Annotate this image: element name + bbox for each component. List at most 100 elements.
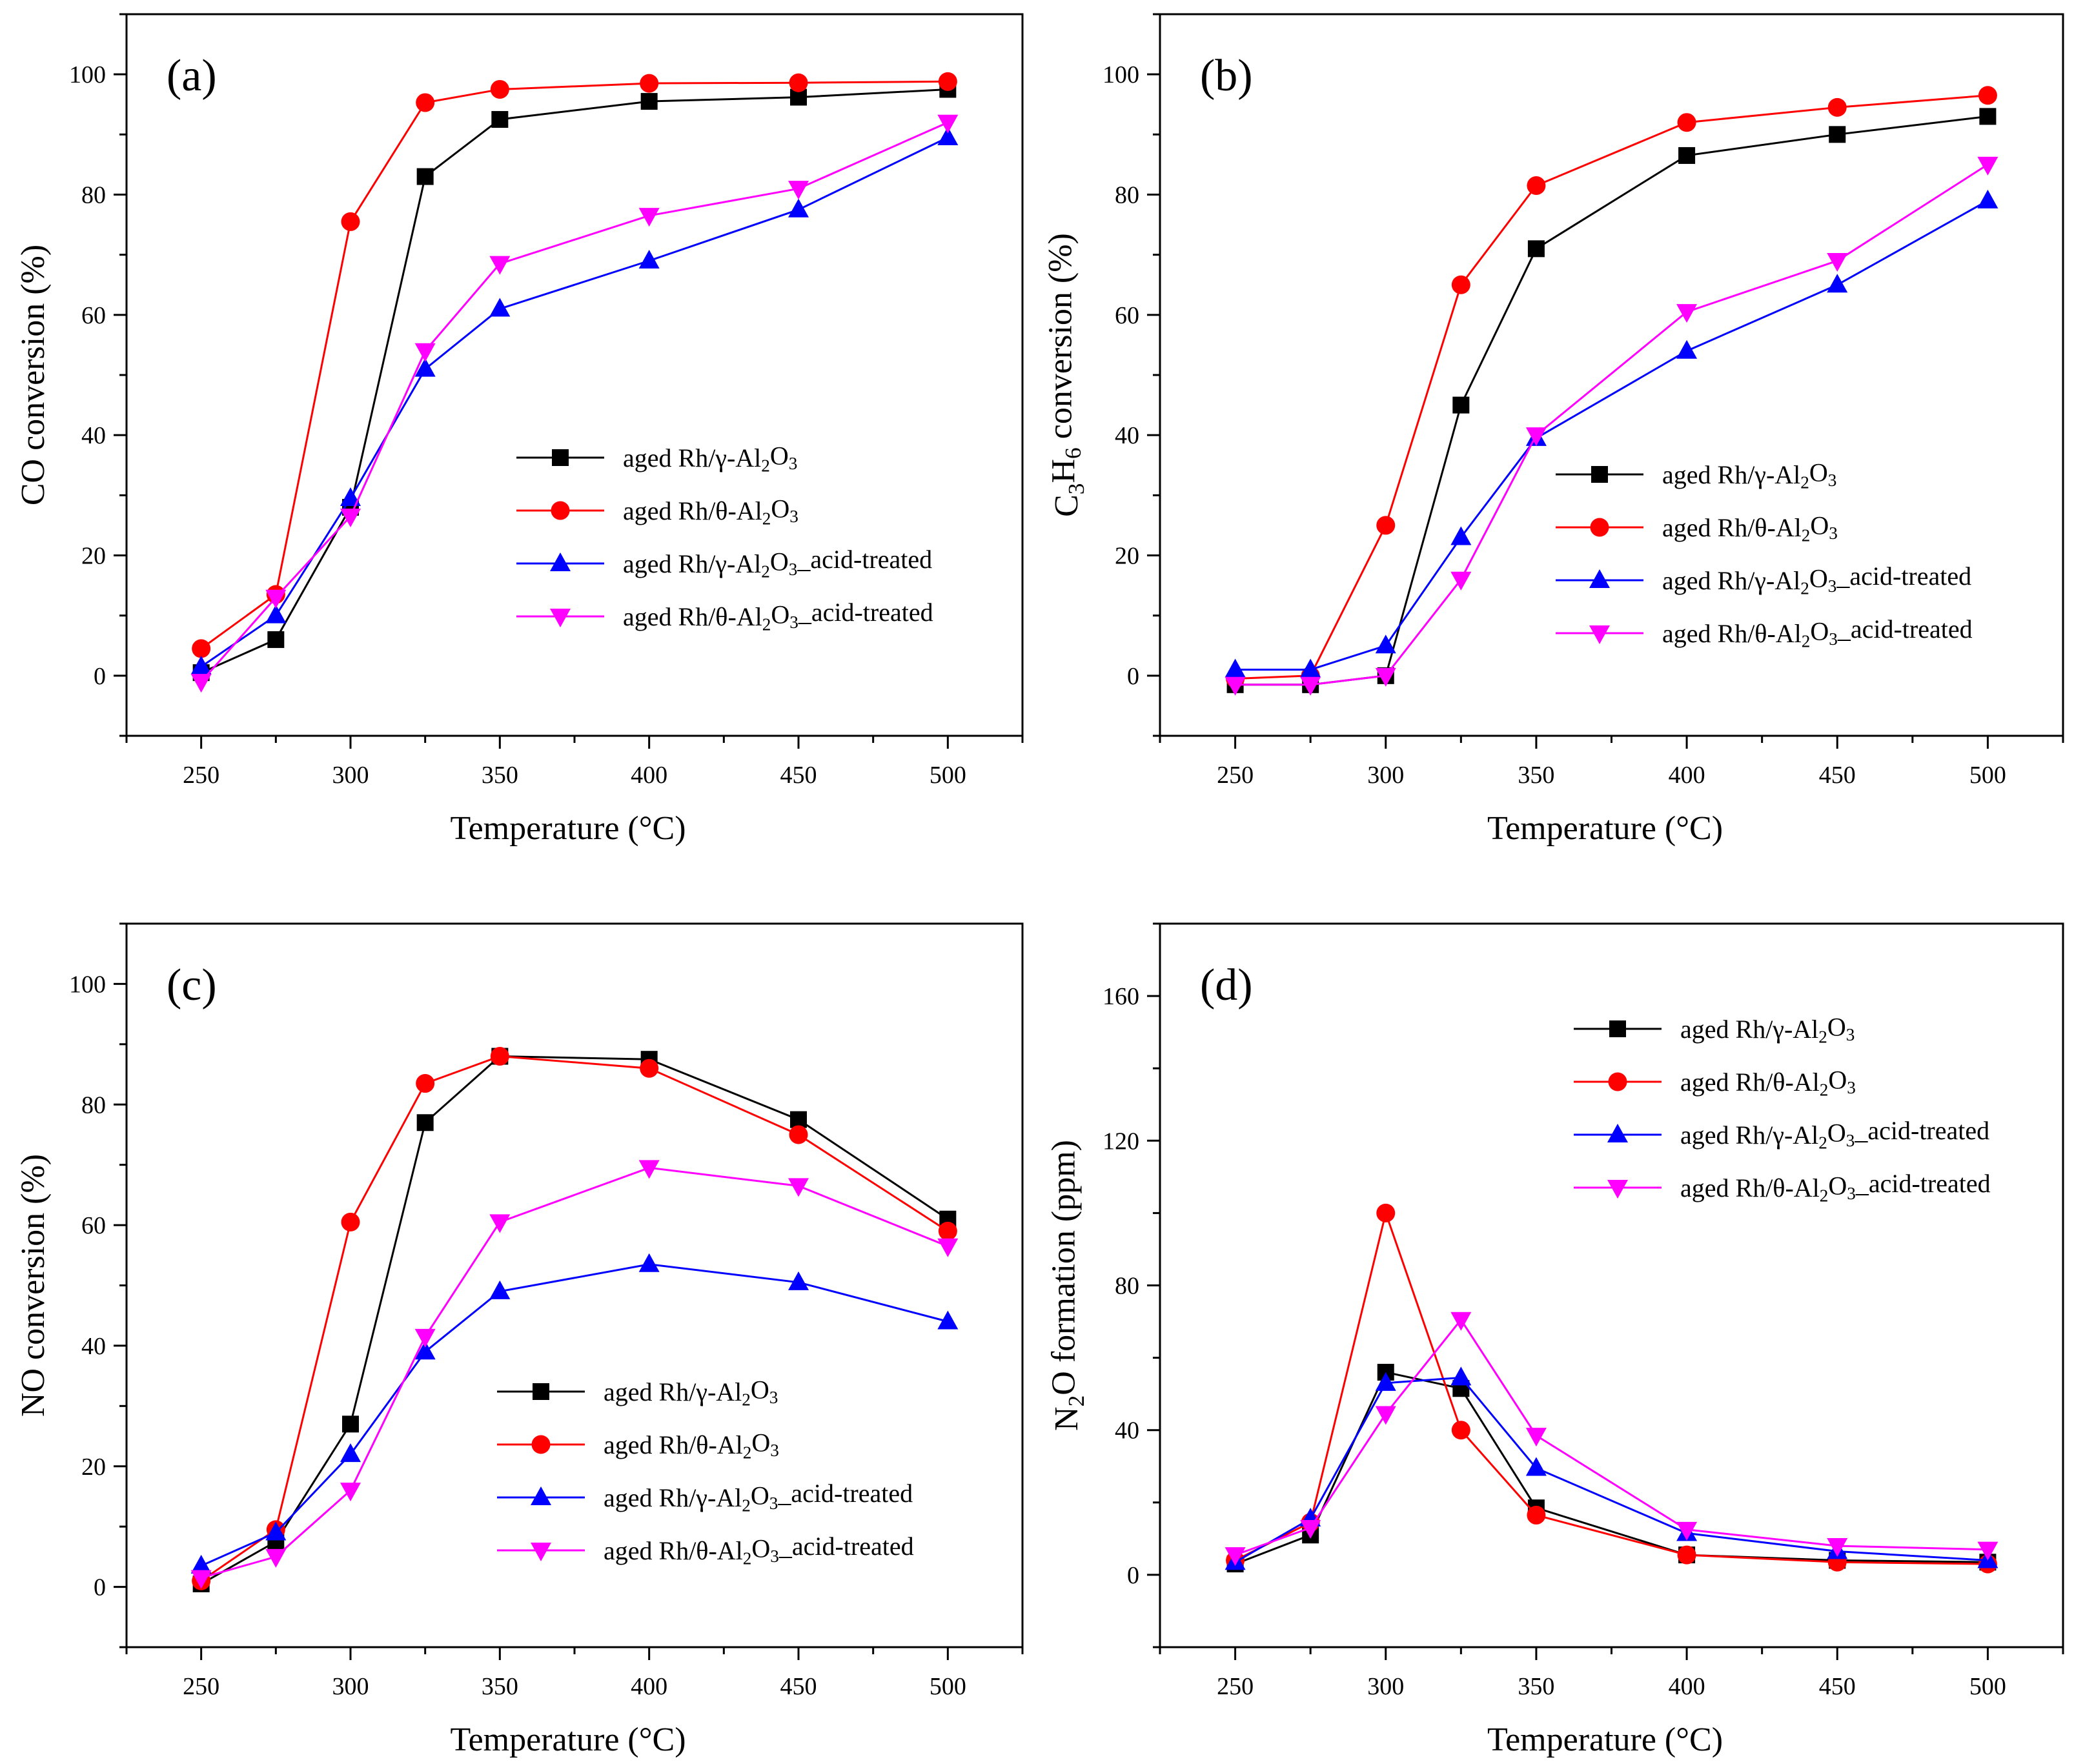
data-point <box>1375 634 1396 654</box>
y-tick-label: 60 <box>81 302 106 329</box>
series-1 <box>192 1048 957 1592</box>
y-axis-title-group: N2O formation (ppm) <box>1045 1140 1089 1431</box>
data-point <box>416 168 434 185</box>
y-tick-label: 60 <box>81 1212 106 1239</box>
data-point <box>414 1341 436 1360</box>
data-point <box>192 639 211 658</box>
series-4 <box>1225 156 1998 696</box>
y-tick-label: 120 <box>1103 1128 1139 1155</box>
data-point <box>1678 147 1696 164</box>
legend-label: aged Rh/θ-Al2O3 <box>1662 511 1838 545</box>
x-tick-label: 400 <box>631 1673 667 1700</box>
data-point <box>190 1570 212 1589</box>
series-4 <box>190 114 959 693</box>
y-tick-label: 40 <box>81 422 106 449</box>
x-tick-label: 400 <box>1669 762 1705 789</box>
y-tick-label: 0 <box>1127 663 1139 690</box>
data-point <box>190 1554 212 1574</box>
legend-marker <box>1591 466 1608 483</box>
panel-label: (b) <box>1200 51 1253 101</box>
y-axis-title: NO conversion (%) <box>15 1154 52 1417</box>
data-point <box>1525 1457 1547 1476</box>
y-tick-label: 80 <box>81 1091 106 1119</box>
legend: aged Rh/γ-Al2O3 aged Rh/θ-Al2O3 aged Rh/γ-… <box>1556 458 1973 651</box>
data-point <box>340 487 361 506</box>
chart-panel-c: 250 300 350 400 450 500 0 20 40 60 80 100 Temperatur… <box>15 922 1024 1758</box>
data-point <box>1527 1505 1546 1525</box>
data-point <box>265 589 287 609</box>
legend: aged Rh/γ-Al2O3 aged Rh/θ-Al2O3 aged Rh/γ-… <box>497 1375 914 1568</box>
series-3 <box>190 1253 959 1574</box>
x-tick-label: 250 <box>1217 762 1254 789</box>
legend-label: aged Rh/γ-Al2O3_acid-treated <box>623 545 932 582</box>
legend-marker <box>531 1486 551 1505</box>
legend-marker <box>533 1383 549 1400</box>
series-line <box>201 1263 948 1567</box>
series-2 <box>1226 1203 1997 1574</box>
series-line <box>1234 1376 1988 1563</box>
data-point <box>341 212 360 231</box>
series-2 <box>192 1047 957 1590</box>
panel-label: (c) <box>167 960 217 1010</box>
data-point <box>190 655 212 674</box>
data-point <box>638 208 660 227</box>
legend-marker <box>1589 625 1610 644</box>
y-tick-label: 100 <box>69 61 106 88</box>
data-point <box>489 256 511 275</box>
data-point <box>1450 1312 1472 1331</box>
data-point <box>1300 676 1321 696</box>
series-line <box>201 1166 948 1579</box>
x-axis-title: Temperature (°C) <box>450 1721 686 1758</box>
x-tick-label: 450 <box>1819 1673 1856 1700</box>
series-4 <box>190 1160 959 1589</box>
y-axis-title: C3H6 conversion (%) <box>1042 233 1089 517</box>
data-point <box>1450 1366 1472 1386</box>
x-tick-label: 450 <box>780 762 817 789</box>
data-point <box>1676 1521 1698 1541</box>
series-line <box>200 80 948 650</box>
legend-marker <box>551 501 570 520</box>
data-point <box>1375 667 1396 687</box>
data-point <box>788 1178 809 1197</box>
x-tick-label: 250 <box>183 762 219 789</box>
data-point <box>265 604 287 623</box>
legend-label: aged Rh/θ-Al2O3 <box>623 494 798 528</box>
data-point <box>190 674 212 693</box>
series-line <box>1235 199 1989 671</box>
data-point <box>1376 516 1396 535</box>
plot-frame <box>125 13 1024 737</box>
data-point <box>638 249 660 269</box>
data-point <box>1525 1428 1547 1447</box>
data-point <box>1527 176 1546 196</box>
series-2 <box>1226 86 1997 688</box>
data-point <box>340 508 361 527</box>
legend-marker <box>1608 1072 1627 1091</box>
y-axis-title-group: CO conversion (%) <box>15 245 52 505</box>
x-tick-label: 500 <box>1969 1673 2006 1700</box>
series-3 <box>1225 189 1998 678</box>
x-tick-label: 400 <box>631 762 667 789</box>
data-point <box>1450 571 1472 591</box>
data-point <box>1375 1406 1396 1425</box>
data-point <box>1827 1538 1848 1557</box>
legend-marker <box>552 449 569 466</box>
data-point <box>1676 304 1698 323</box>
x-tick-label: 300 <box>1367 1673 1404 1700</box>
x-tick-label: 250 <box>1217 1673 1254 1700</box>
data-point <box>1827 97 1847 117</box>
y-tick-label: 20 <box>81 543 106 570</box>
series-line <box>1235 1318 1988 1556</box>
series-line <box>200 1055 949 1585</box>
y-axis-title-group: C3H6 conversion (%) <box>1042 233 1089 517</box>
series-line <box>1234 1210 1988 1565</box>
data-point <box>490 79 509 99</box>
data-point <box>638 1160 660 1179</box>
data-point <box>265 1521 287 1541</box>
legend: aged Rh/γ-Al2O3 aged Rh/θ-Al2O3 aged Rh/γ-… <box>1574 1012 1991 1206</box>
x-tick-label: 450 <box>1819 762 1856 789</box>
y-tick-label: 0 <box>94 663 106 690</box>
data-point <box>1978 86 1997 105</box>
legend-label: aged Rh/γ-Al2O3 <box>623 441 797 475</box>
series-4 <box>1225 1312 1998 1566</box>
